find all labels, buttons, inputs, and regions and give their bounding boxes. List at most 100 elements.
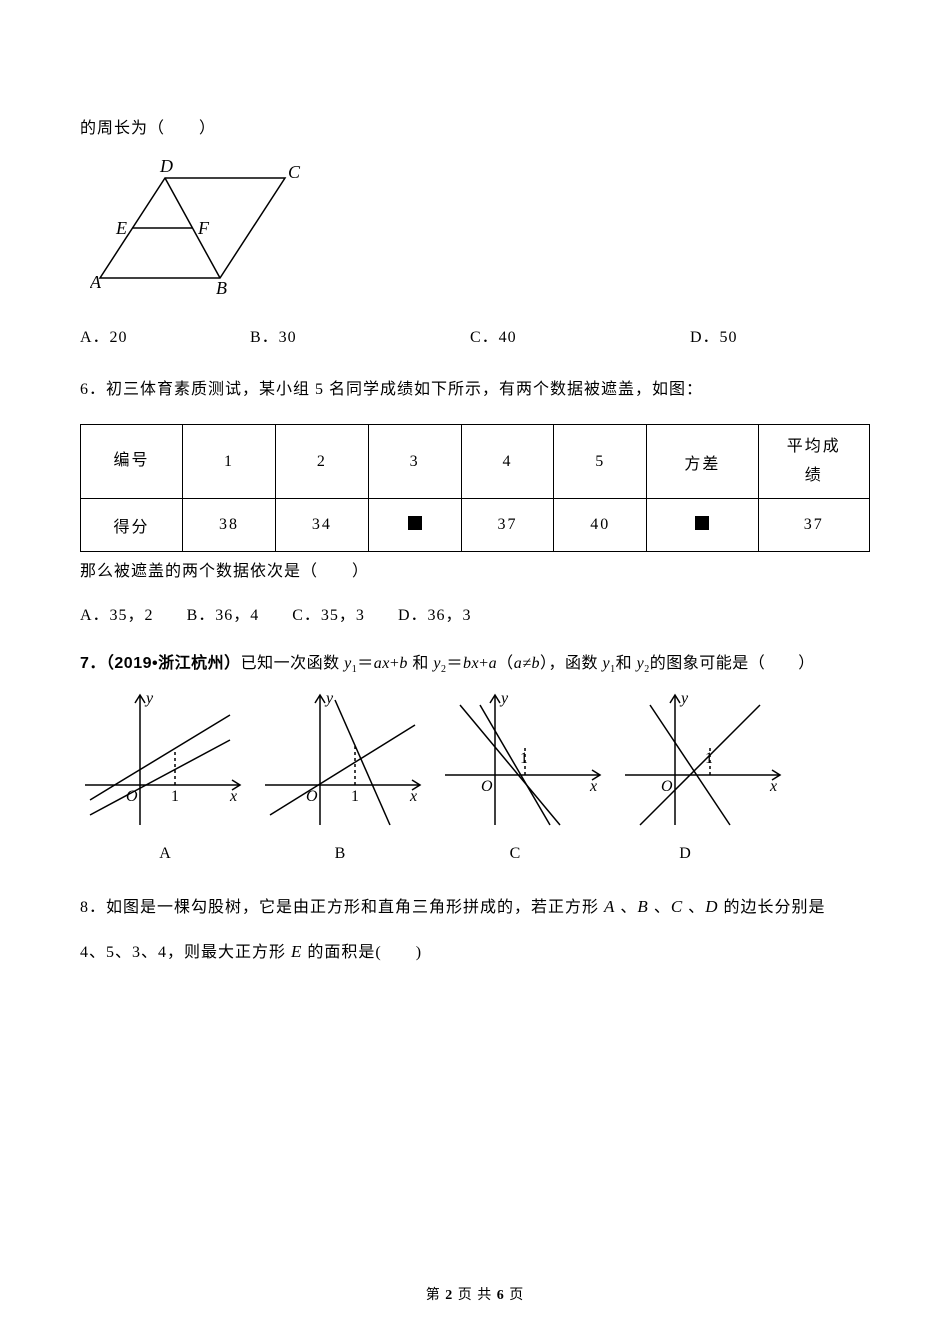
q5-opt-c: C．40 <box>470 323 690 347</box>
q8-D: D <box>705 897 718 916</box>
q6-opt-a: A．35，2 <box>80 607 154 624</box>
hidden-block-icon <box>695 516 709 530</box>
q7-graphs: y x O 1 y x O 1 <box>80 685 870 835</box>
label-B: B <box>216 278 227 298</box>
q5-diagram: A B C D E F <box>90 158 870 303</box>
gl-O: O <box>661 778 673 795</box>
td-1: 38 <box>183 499 276 552</box>
table-row: 编号 1 2 3 4 5 方差 平均成绩 <box>81 424 870 499</box>
graph-d: y x O 1 <box>620 685 790 835</box>
score-table: 编号 1 2 3 4 5 方差 平均成绩 得分 38 34 37 40 37 <box>80 424 870 553</box>
label-E: E <box>115 218 127 238</box>
q6-options: A．35，2 B．36，4 C．35，3 D．36，3 <box>80 601 870 625</box>
graph-a: y x O 1 <box>80 685 250 835</box>
td-2: 34 <box>275 499 368 552</box>
q8-A: A <box>604 897 615 916</box>
label-A: A <box>90 272 102 292</box>
q5-tail-text: 的周长为（ ） <box>80 110 870 148</box>
label-D: D <box>159 158 173 176</box>
gl-1: 1 <box>520 750 528 767</box>
graph-c: y x O 1 <box>440 685 610 835</box>
q7-a: a <box>374 655 383 672</box>
q6-tail: 那么被遮盖的两个数据依次是（ ） <box>80 558 870 587</box>
document-page: 的周长为（ ） A B C D E F A．20 B．30 C．4 <box>0 0 950 1344</box>
q7-body3: 的图象可能是（ ） <box>650 655 815 672</box>
gl-O: O <box>306 788 318 805</box>
th-4: 4 <box>461 424 554 499</box>
q7-x2: x <box>472 655 480 672</box>
td-avg: 37 <box>758 499 869 552</box>
label-C: C <box>288 162 301 182</box>
td-5: 40 <box>554 499 647 552</box>
q8-s3: 、 <box>683 899 705 916</box>
td-3 <box>368 499 461 552</box>
q5-options: A．20 B．30 C．40 D．50 <box>80 323 870 347</box>
footer-suf: 页 <box>505 1288 525 1303</box>
q6-opt-c: C．35，3 <box>292 607 365 624</box>
label-d: D <box>600 845 770 863</box>
q7-ne: a≠b <box>514 655 540 672</box>
label-a: A <box>80 845 250 863</box>
q8-l2b: 的面积是( ) <box>302 944 422 961</box>
th-2: 2 <box>275 424 368 499</box>
q7-b2: b <box>463 655 472 672</box>
gl-x: x <box>589 778 597 795</box>
q7-eq1: ＝ <box>357 655 374 672</box>
q8-l1b: 的边长分别是 <box>723 899 825 916</box>
q7-and: 和 <box>408 655 434 672</box>
q8-C: C <box>671 897 683 916</box>
graph-b: y x O 1 <box>260 685 430 835</box>
q7-y2: y <box>433 655 441 672</box>
td-var <box>647 499 758 552</box>
q6-opt-b: B．36，4 <box>187 607 260 624</box>
q7-y1: y <box>344 655 352 672</box>
q8-E: E <box>291 942 302 961</box>
page-footer: 第 2 页 共 6 页 <box>0 1284 950 1304</box>
gl-x: x <box>409 788 417 805</box>
q7-plus: + <box>390 655 400 672</box>
q7-a2: a <box>489 655 498 672</box>
q7-and2: 和 <box>616 655 637 672</box>
th-5: 5 <box>554 424 647 499</box>
q8-s2: 、 <box>649 899 671 916</box>
td-4: 37 <box>461 499 554 552</box>
q7-b: b <box>399 655 408 672</box>
gl-1: 1 <box>351 788 359 805</box>
th-var: 方差 <box>647 424 758 499</box>
gl-x: x <box>769 778 777 795</box>
th-3: 3 <box>368 424 461 499</box>
q5-opt-b: B．30 <box>250 323 470 347</box>
q6-text: 6．初三体育素质测试，某小组 5 名同学成绩如下所示，有两个数据被遮盖，如图： <box>80 371 870 409</box>
th-1: 1 <box>183 424 276 499</box>
q5-opt-d: D．50 <box>690 323 810 347</box>
gl-1: 1 <box>705 750 713 767</box>
q7-option-labels: A B C D <box>80 845 870 863</box>
q8-text: 8．如图是一棵勾股树，它是由正方形和直角三角形拼成的，若正方形 A 、B 、C … <box>80 885 870 973</box>
footer-pre: 第 <box>426 1288 446 1303</box>
q7-body2: ，函数 <box>548 655 602 672</box>
q8-B: B <box>637 897 648 916</box>
label-b: B <box>250 845 430 863</box>
th-avg: 平均成绩 <box>758 424 869 499</box>
q7-plus2: + <box>479 655 489 672</box>
gl-y: y <box>679 690 689 707</box>
q6-opt-d: D．36，3 <box>398 607 472 624</box>
label-c: C <box>430 845 600 863</box>
gl-1: 1 <box>171 788 179 805</box>
q8-l2a: 4、5、3、4，则最大正方形 <box>80 944 291 961</box>
td-label: 得分 <box>81 499 183 552</box>
gl-x: x <box>229 788 237 805</box>
footer-mid: 页 共 <box>453 1288 497 1303</box>
table-row: 得分 38 34 37 40 37 <box>81 499 870 552</box>
gl-O: O <box>126 788 138 805</box>
q7-text: 7．（2019•浙江杭州）已知一次函数 y1＝ax+b 和 y2＝bx+a（a≠… <box>80 649 870 675</box>
label-F: F <box>197 218 210 238</box>
q8-s1: 、 <box>615 899 637 916</box>
q7-eq2: ＝ <box>447 655 464 672</box>
hidden-block-icon <box>408 516 422 530</box>
gl-y: y <box>144 690 154 707</box>
q7-prefix: 7．（2019•浙江杭州） <box>80 655 241 672</box>
gl-O: O <box>481 778 493 795</box>
q8-l1a: 8．如图是一棵勾股树，它是由正方形和直角三角形拼成的，若正方形 <box>80 899 604 916</box>
q7-x: x <box>382 655 390 672</box>
